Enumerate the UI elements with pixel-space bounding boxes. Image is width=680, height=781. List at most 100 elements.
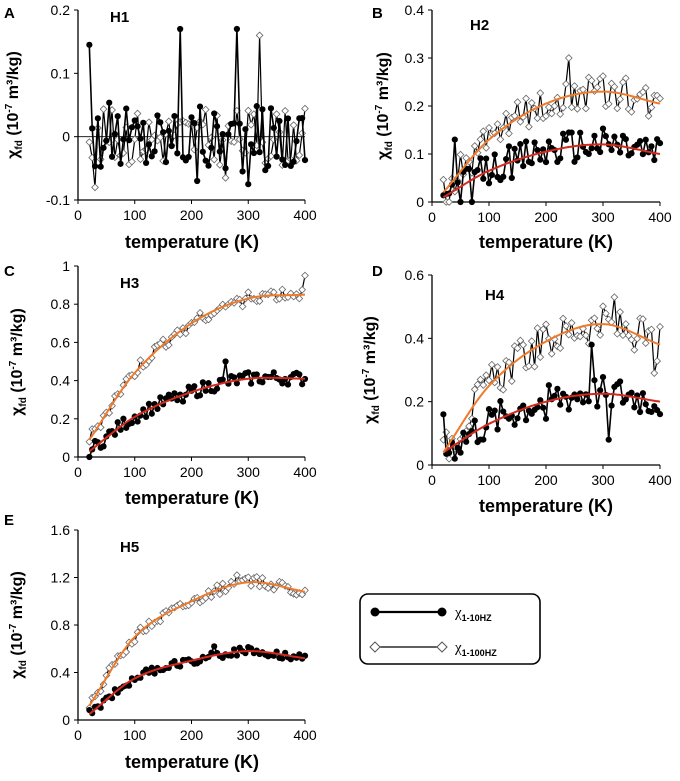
data-point-10hz: [636, 137, 644, 145]
data-point-100hz: [485, 376, 493, 385]
data-point-100hz: [582, 331, 590, 340]
data-point-10hz: [605, 436, 612, 443]
data-point-10hz: [91, 163, 99, 170]
data-point-100hz: [216, 160, 224, 169]
y-tick-label: -0.1: [46, 192, 70, 208]
data-point-10hz: [597, 387, 604, 394]
data-point-10hz: [140, 119, 147, 126]
data-point-10hz: [656, 140, 664, 147]
data-point-10hz: [208, 649, 215, 656]
data-point-100hz: [656, 322, 664, 331]
data-point-100hz: [136, 155, 145, 164]
data-point-10hz: [545, 138, 552, 145]
fit-curve-100hz: [88, 580, 306, 707]
data-point-100hz: [621, 320, 630, 328]
data-point-100hz: [485, 123, 493, 132]
data-point-10hz: [256, 149, 263, 156]
data-point-10hz: [562, 136, 570, 143]
data-point-10hz: [128, 419, 136, 427]
y-tick-label: 0: [62, 712, 70, 728]
y-tick-label: 0.6: [51, 334, 71, 350]
data-point-10hz: [514, 415, 521, 422]
data-point-10hz: [253, 103, 260, 110]
data-point-10hz: [177, 663, 184, 670]
data-point-10hz: [557, 155, 564, 162]
data-point-10hz: [656, 411, 664, 418]
data-point-100hz: [513, 98, 522, 107]
data-point-10hz: [500, 408, 507, 415]
data-point-100hz: [85, 138, 94, 147]
panel-title: H5: [120, 539, 139, 556]
data-point-10hz: [628, 150, 635, 157]
data-point-10hz: [511, 421, 518, 428]
data-point-10hz: [236, 120, 243, 127]
data-point-10hz: [117, 160, 124, 167]
x-axis-label: temperature (K): [479, 496, 613, 516]
data-point-100hz: [493, 120, 502, 128]
legend-label-100hz-main: χ: [454, 640, 462, 656]
data-point-100hz: [196, 308, 204, 317]
data-point-10hz: [100, 443, 107, 450]
data-point-100hz: [553, 93, 562, 102]
data-point-10hz: [97, 163, 104, 170]
data-point-10hz: [454, 444, 461, 451]
data-point-10hz: [247, 141, 255, 148]
data-point-10hz: [174, 150, 181, 157]
x-tick-label: 100: [477, 209, 501, 225]
data-point-10hz: [211, 643, 218, 650]
data-point-100hz: [213, 581, 221, 590]
data-point-100hz: [525, 122, 533, 131]
legend: χ1-10HZ χ1-100HZ: [359, 593, 541, 665]
data-point-10hz: [648, 408, 655, 416]
data-point-10hz: [143, 413, 150, 420]
data-point-100hz: [156, 133, 165, 142]
data-point-100hz: [465, 422, 473, 431]
data-point-10hz: [568, 129, 575, 136]
data-point-10hz: [579, 399, 587, 406]
data-point-100hz: [613, 329, 622, 338]
data-point-100hz: [244, 288, 253, 297]
data-point-10hz: [460, 429, 467, 436]
data-point-10hz: [233, 25, 240, 33]
data-point-100hz: [301, 104, 309, 113]
data-point-10hz: [611, 133, 618, 140]
data-point-10hz: [202, 387, 209, 394]
data-point-100hz: [556, 344, 565, 352]
x-tick-label: 200: [180, 464, 204, 480]
data-point-100hz: [298, 285, 307, 294]
data-point-100hz: [610, 293, 619, 302]
data-point-10hz: [636, 408, 644, 416]
data-point-100hz: [278, 285, 287, 294]
y-axis-label: χfd (10-7 m³/kg): [4, 51, 25, 159]
data-point-10hz: [284, 381, 292, 388]
data-point-100hz: [269, 135, 278, 144]
data-point-10hz: [233, 652, 240, 659]
fit-curve-100hz: [442, 323, 661, 453]
data-point-10hz: [284, 115, 292, 122]
data-point-10hz: [599, 373, 607, 381]
data-point-100hz: [527, 337, 536, 346]
y-axis-label-exp: -7: [361, 368, 372, 377]
data-point-100hz: [301, 586, 309, 595]
data-point-100hz: [91, 183, 99, 192]
data-point-100hz: [244, 106, 253, 115]
data-point-100hz: [445, 198, 453, 206]
data-point-100hz: [499, 385, 508, 394]
data-point-10hz: [560, 130, 567, 137]
x-tick-label: 300: [237, 207, 261, 223]
legend-label-10hz: χ1-10HZ: [454, 605, 492, 623]
data-point-100hz: [255, 31, 264, 40]
data-point-10hz: [599, 125, 607, 132]
data-point-100hz: [130, 135, 139, 144]
data-point-100hz: [238, 302, 247, 311]
data-point-100hz: [596, 331, 605, 339]
data-point-100hz: [255, 297, 264, 305]
data-point-100hz: [641, 339, 650, 348]
data-point-100hz: [247, 582, 255, 590]
data-point-10hz: [157, 119, 164, 126]
data-point-10hz: [114, 419, 121, 426]
data-point-100hz: [656, 94, 664, 103]
data-point-100hz: [573, 104, 582, 113]
data-point-10hz: [270, 124, 277, 132]
